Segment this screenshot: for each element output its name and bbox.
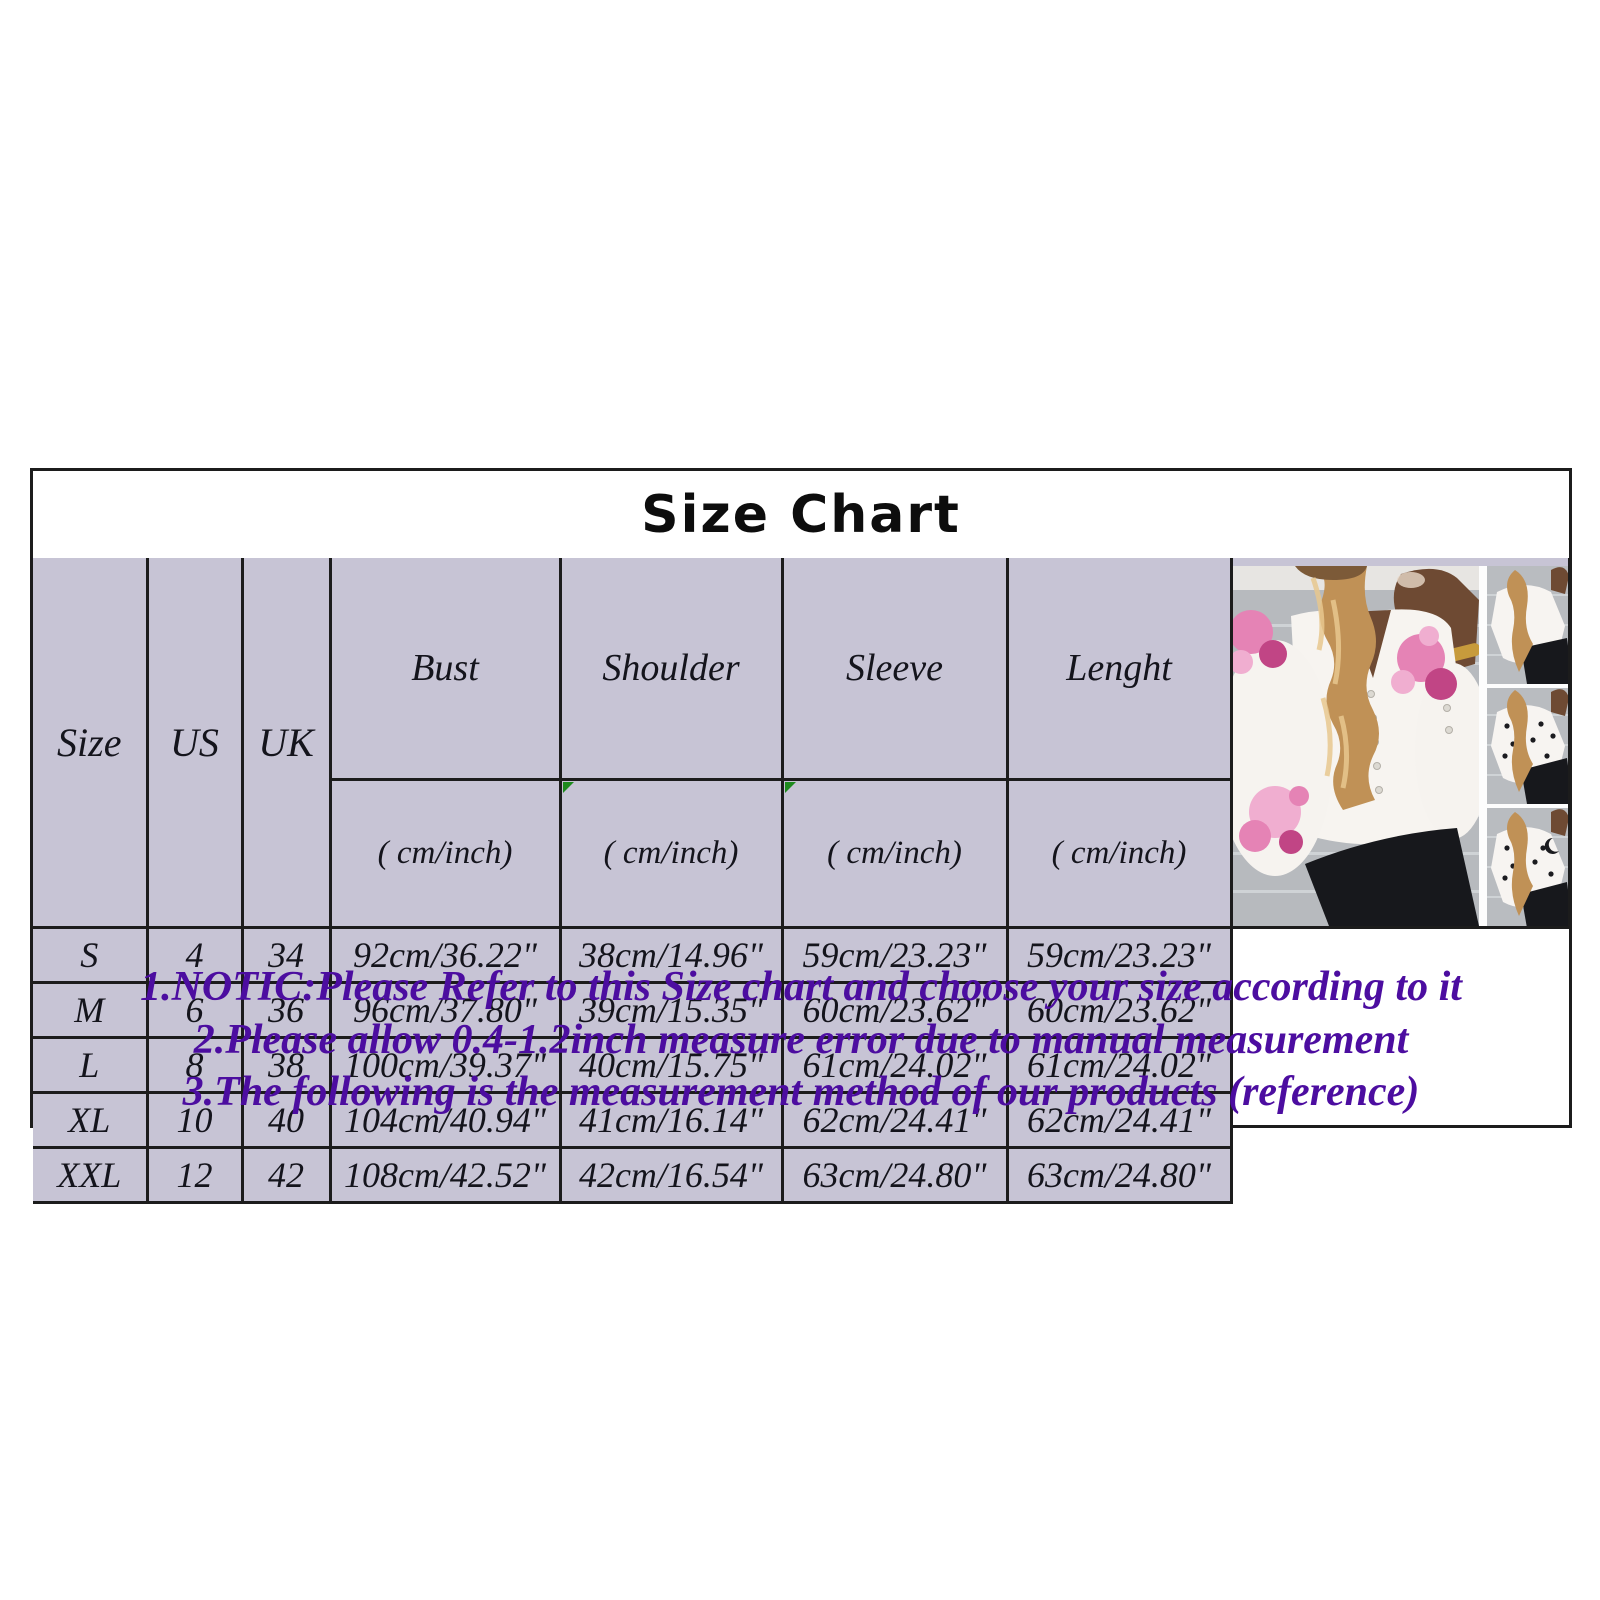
cell-uk: 36 [240, 981, 332, 1039]
size-table: Size US UK Bust Shoulder Sleeve Lenght [33, 558, 1571, 1204]
cell-length: 62cm/24.41" [1005, 1091, 1233, 1149]
variant-polka-dot [1486, 688, 1566, 804]
col-header-us: US [145, 558, 244, 929]
cell-uk: 38 [240, 1036, 332, 1094]
cell-sleeve: 61cm/24.02" [780, 1036, 1009, 1094]
cell-us: 6 [145, 981, 244, 1039]
cell-size: XL [33, 1091, 149, 1149]
corner-marker-icon [785, 782, 796, 794]
cell-sleeve: 59cm/23.23" [780, 926, 1009, 984]
cell-bust: 100cm/39.37" [328, 1036, 562, 1094]
col-header-shoulder: Shoulder [558, 558, 784, 782]
right-sleeve [1414, 663, 1491, 839]
cell-us: 10 [145, 1091, 244, 1149]
cell-bust: 96cm/37.80" [328, 981, 562, 1039]
cell-length: 59cm/23.23" [1005, 926, 1233, 984]
cell-shoulder: 41cm/16.14" [558, 1091, 784, 1149]
cell-shoulder: 39cm/15.35" [558, 981, 784, 1039]
model-photo-main [1234, 566, 1491, 925]
cell-length: 63cm/24.80" [1005, 1146, 1233, 1204]
cell-uk: 34 [240, 926, 332, 984]
cell-size: M [33, 981, 149, 1039]
cell-sleeve: 62cm/24.41" [780, 1091, 1009, 1149]
cell-size: L [33, 1036, 149, 1094]
cell-uk: 42 [240, 1146, 332, 1204]
notice-section: 1.NOTIC:Please Refer to this Size chart … [33, 952, 1569, 1121]
unit-header-lenght: ( cm/inch) [1005, 778, 1233, 929]
page-title: Size Chart [641, 484, 961, 545]
cell-bust: 104cm/40.94" [328, 1091, 562, 1149]
cell-shoulder: 42cm/16.54" [558, 1146, 784, 1204]
table-row-xxl: XXL 12 42 108cm/42.52" 42cm/16.54" 63cm/… [33, 1146, 1569, 1204]
cell-bust: 92cm/36.22" [328, 926, 562, 984]
cell-length: 61cm/24.02" [1005, 1036, 1233, 1094]
cell-sleeve: 60cm/23.62" [780, 981, 1009, 1039]
hair [1294, 566, 1379, 810]
cell-us: 8 [145, 1036, 244, 1094]
cell-size: S [33, 926, 149, 984]
product-photo-cell [1229, 558, 1571, 929]
cell-shoulder: 38cm/14.96" [558, 926, 784, 984]
size-chart-panel: Size Chart Size US UK Bust Shoulder Slee… [30, 468, 1572, 1204]
cell-size: XXL [33, 1146, 149, 1204]
cell-uk: 40 [240, 1091, 332, 1149]
unit-header-shoulder: ( cm/inch) [558, 778, 784, 929]
variant-star-print [1486, 808, 1566, 925]
notice-line-2: 2.Please allow 0.4-1.2inch measure error… [193, 1016, 1409, 1063]
cell-length: 60cm/23.62" [1005, 981, 1233, 1039]
cell-us: 4 [145, 926, 244, 984]
cell-us: 12 [145, 1146, 244, 1204]
col-header-size: Size [33, 558, 149, 929]
col-header-bust: Bust [328, 558, 562, 782]
col-header-uk: UK [240, 558, 332, 929]
cell-bust: 108cm/42.52" [328, 1146, 562, 1204]
notice-line-3: 3.The following is the measurement metho… [182, 1069, 1420, 1116]
unit-header-sleeve: ( cm/inch) [780, 778, 1009, 929]
product-photo [1234, 566, 1566, 925]
table-row-m: M 6 36 96cm/37.80" 39cm/15.35" 60cm/23.6… [33, 981, 1569, 1039]
cell-sleeve: 63cm/24.80" [780, 1146, 1009, 1204]
cell-shoulder: 40cm/15.75" [558, 1036, 784, 1094]
notice-line-1: 1.NOTIC:Please Refer to this Size chart … [140, 963, 1462, 1010]
table-row-s: S 4 34 92cm/36.22" 38cm/14.96" 59cm/23.2… [33, 926, 1569, 984]
table-row-xl: XL 10 40 104cm/40.94" 41cm/16.14" 62cm/2… [33, 1091, 1569, 1149]
table-row-l: L 8 38 100cm/39.37" 40cm/15.75" 61cm/24.… [33, 1036, 1569, 1094]
variant-plain-white [1486, 566, 1566, 684]
col-header-sleeve: Sleeve [780, 558, 1009, 782]
col-header-lenght: Lenght [1005, 558, 1233, 782]
black-skirt [1304, 828, 1479, 925]
unit-header-bust: ( cm/inch) [330, 778, 562, 929]
corner-marker-icon [563, 782, 574, 794]
